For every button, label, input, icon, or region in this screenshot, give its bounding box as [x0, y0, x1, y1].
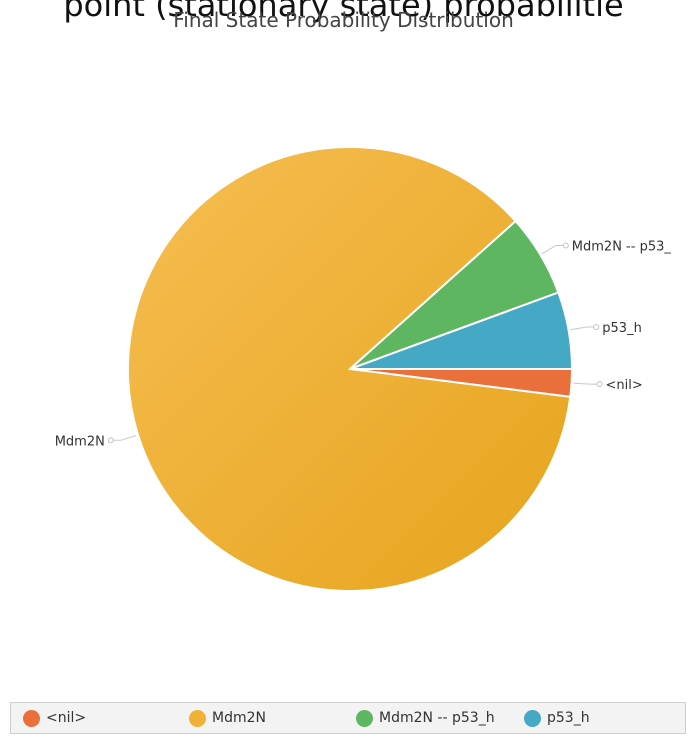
legend-label-mdm2n-p53h: Mdm2N -- p53_h	[379, 710, 495, 726]
label-connector-p53h	[570, 326, 597, 331]
legend-label-nil: <nil>	[46, 710, 87, 726]
legend-swatch-nil	[23, 709, 40, 727]
label-connector-dot-nil	[596, 381, 603, 388]
label-connector-dot-mdm2n	[107, 437, 114, 444]
slice-label-p53h: p53_h	[602, 321, 642, 336]
pie-slice-mdm2n[interactable]	[127, 146, 572, 592]
pie-slice-p53h[interactable]	[349, 291, 574, 370]
legend-swatch-p53h	[524, 709, 541, 727]
label-connector-dot-p53h	[593, 323, 600, 330]
legend-label-mdm2n: Mdm2N	[212, 710, 266, 726]
label-connector-mdm2n	[110, 435, 137, 441]
legend-label-p53h: p53_h	[547, 710, 590, 726]
slice-label-mdm2n-p53h: Mdm2N -- p53_	[572, 240, 672, 255]
legend-item-p53h[interactable]: p53_h	[524, 703, 590, 733]
label-connector-nil	[573, 382, 600, 385]
pie-chart: <nil> Mdm2N Mdm2N -- p53_ p53_h	[55, 146, 672, 592]
label-connector-dot-mdm2n-p53h	[562, 242, 569, 249]
legend-item-mdm2n[interactable]: Mdm2N	[189, 703, 266, 733]
legend-swatch-mdm2n	[189, 709, 206, 727]
legend: <nil> Mdm2N Mdm2N -- p53_h p53_h	[10, 702, 686, 734]
page-header-text: point (stationary state) probabilitie	[63, 0, 624, 24]
legend-swatch-mdm2n-p53h	[356, 709, 373, 727]
slice-label-mdm2n: Mdm2N	[55, 434, 105, 449]
chart-title: Final State Probability Distribution	[173, 8, 514, 32]
slice-label-nil: <nil>	[606, 378, 643, 393]
label-connector-mdm2n-p53h	[541, 245, 566, 255]
legend-item-nil[interactable]: <nil>	[23, 703, 86, 733]
legend-item-mdm2n-p53h[interactable]: Mdm2N -- p53_h	[356, 703, 495, 733]
